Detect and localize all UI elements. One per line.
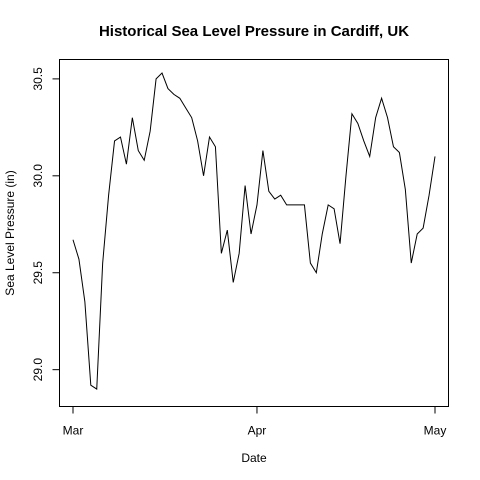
y-tick-label-3: 30.5	[31, 67, 45, 91]
x-tick-label-0: Mar	[63, 424, 84, 438]
x-axis: Mar Apr May	[63, 406, 447, 438]
x-tick-label-1: Apr	[248, 424, 267, 438]
plot-frame	[59, 59, 449, 407]
x-tick-label-2: May	[424, 424, 447, 438]
y-axis-label: Sea Level Pressure (in)	[3, 170, 17, 295]
y-axis: 29.0 29.5 30.0 30.5	[31, 67, 60, 381]
x-axis-label: Date	[241, 451, 267, 465]
series-line	[72, 72, 436, 390]
y-tick-label-0: 29.0	[31, 358, 45, 382]
y-tick-label-1: 29.5	[31, 261, 45, 285]
chart-title: Historical Sea Level Pressure in Cardiff…	[99, 23, 409, 40]
y-tick-label-2: 30.0	[31, 164, 45, 188]
